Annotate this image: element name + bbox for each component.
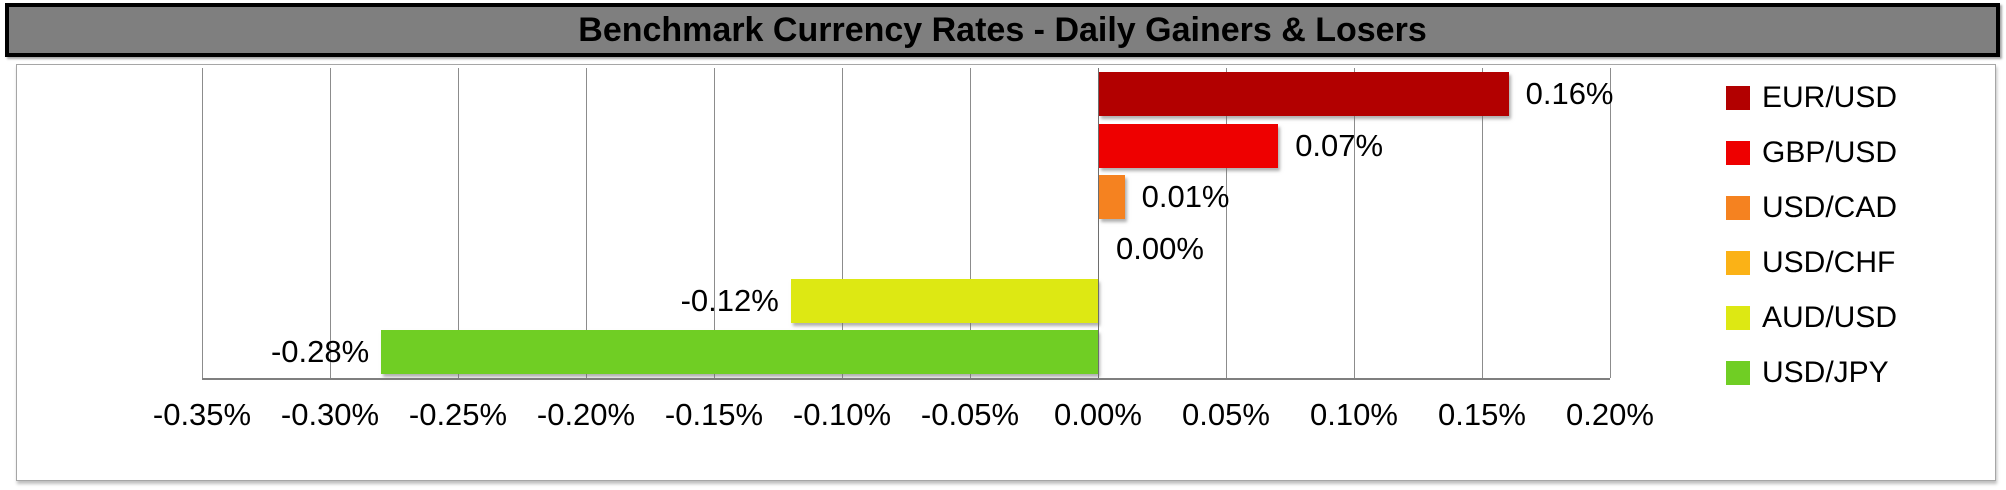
- value-label-usd-cad: 0.01%: [1141, 179, 1230, 215]
- x-axis-tick-label: -0.10%: [792, 397, 892, 432]
- legend-label-usd-cad: USD/CAD: [1762, 191, 1898, 224]
- x-axis-tick-label: 0.10%: [1310, 397, 1398, 432]
- legend-swatch-usd-chf: [1726, 251, 1750, 275]
- legend-swatch-gbp-usd: [1726, 141, 1750, 165]
- x-axis-tick-label: 0.00%: [1054, 397, 1142, 432]
- bar-gbp-usd: [1099, 123, 1279, 168]
- legend-swatch-eur-usd: [1726, 86, 1750, 110]
- legend-label-usd-chf: USD/CHF: [1762, 246, 1896, 279]
- value-label-eur-usd: 0.16%: [1525, 75, 1614, 111]
- gridline: [202, 68, 203, 378]
- legend-swatch-aud-usd: [1726, 306, 1750, 330]
- legend-label-aud-usd: AUD/USD: [1762, 301, 1898, 334]
- gridline: [970, 68, 971, 378]
- gridline: [586, 68, 587, 378]
- legend-label-usd-jpy: USD/JPY: [1762, 356, 1889, 389]
- x-axis-tick-label: -0.20%: [536, 397, 636, 432]
- x-axis-tick-label: -0.15%: [664, 397, 764, 432]
- gridline: [458, 68, 459, 378]
- gridline: [1482, 68, 1483, 378]
- chart-title: Benchmark Currency Rates - Daily Gainers…: [578, 10, 1427, 49]
- value-label-aud-usd: -0.12%: [680, 282, 779, 318]
- legend-swatch-usd-jpy: [1726, 361, 1750, 385]
- gridline: [1610, 68, 1611, 378]
- x-axis-tick-label: -0.35%: [152, 397, 252, 432]
- legend-label-gbp-usd: GBP/USD: [1762, 136, 1898, 169]
- value-label-usd-chf: 0.00%: [1116, 230, 1204, 266]
- x-axis-tick-label: -0.05%: [920, 397, 1020, 432]
- x-axis-tick-label: -0.25%: [408, 397, 508, 432]
- gridline: [1098, 68, 1099, 378]
- chart-plot-area: -0.35% -0.30% -0.25% -0.20% -0.15% -0.10% -0.0…: [16, 64, 1996, 481]
- x-axis-tick-label: 0.05%: [1182, 397, 1270, 432]
- bar-aud-usd: [790, 278, 1098, 323]
- x-axis-line: [202, 378, 1610, 380]
- chart-title-bar: Benchmark Currency Rates - Daily Gainers…: [5, 3, 2000, 57]
- gridline: [1354, 68, 1355, 378]
- bar-eur-usd: [1099, 71, 1509, 116]
- x-axis-tick-label: -0.30%: [280, 397, 380, 432]
- gridline: [1226, 68, 1227, 378]
- bar-usd-cad: [1099, 175, 1125, 220]
- gridline: [330, 68, 331, 378]
- legend-swatch-usd-cad: [1726, 196, 1750, 220]
- gridline: [842, 68, 843, 378]
- bar-usd-jpy: [381, 330, 1098, 375]
- value-label-gbp-usd: 0.07%: [1295, 127, 1384, 163]
- gridline: [714, 68, 715, 378]
- x-axis-tick-label: 0.15%: [1438, 397, 1526, 432]
- legend-label-eur-usd: EUR/USD: [1762, 81, 1898, 114]
- value-label-usd-jpy: -0.28%: [270, 334, 370, 370]
- x-axis-tick-label: 0.20%: [1566, 397, 1654, 432]
